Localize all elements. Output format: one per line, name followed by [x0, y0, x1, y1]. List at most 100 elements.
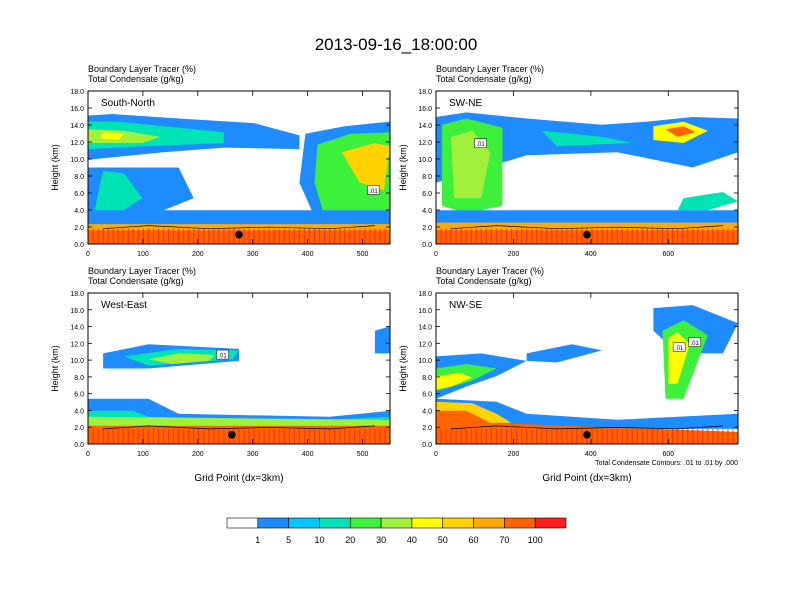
colorbar: 1 5 10 20 30 40 50 60 70 100	[226, 517, 567, 545]
y-tick-label: 16.0	[418, 106, 432, 113]
location-marker	[583, 230, 591, 239]
y-tick-label: 2.0	[74, 225, 84, 232]
x-tick-label: 400	[302, 251, 314, 258]
tracer-field-region	[148, 353, 215, 364]
colorbar-swatch	[442, 517, 474, 529]
condensate-contour	[103, 225, 375, 230]
x-tick-label: 100	[137, 451, 149, 458]
y-tick-label: 10.0	[418, 358, 432, 365]
y-tick-label: 8.0	[422, 174, 432, 181]
panel-label: West-East	[101, 300, 147, 311]
y-tick-label: 6.0	[422, 392, 432, 399]
panel-subtitle-line1: Boundary Layer Tracer (%)	[436, 266, 544, 276]
colorbar-label: 10	[314, 535, 324, 545]
x-tick-label: 0	[434, 251, 438, 258]
x-tick-label: 500	[357, 451, 369, 458]
contour-label-box	[474, 138, 487, 148]
figure-title: 2013-09-16_18:00:00	[315, 35, 478, 54]
contour-label: .01	[369, 189, 378, 195]
colorbar-label: 20	[345, 535, 355, 545]
tracer-field-region	[341, 143, 390, 191]
colorbar-label: 30	[376, 535, 386, 545]
colorbar-label: 5	[286, 535, 291, 545]
x-tick-label: 200	[508, 451, 520, 458]
colorbar-label: 100	[528, 535, 543, 545]
y-tick-label: 6.0	[74, 392, 84, 399]
chart-panel-0: Boundary Layer Tracer (%)Total Condensat…	[50, 64, 391, 258]
contour-label: .01	[476, 142, 485, 148]
y-tick-label: 0.0	[422, 442, 432, 449]
contour-label: .01	[218, 354, 227, 360]
y-tick-label: 16.0	[70, 106, 84, 113]
field-layer	[436, 112, 738, 244]
y-tick-label: 0.0	[74, 442, 84, 449]
x-tick-label: 400	[302, 451, 314, 458]
plot-frame	[87, 292, 391, 445]
panel-subtitle-line2: Total Condensate (g/kg)	[88, 74, 184, 84]
x-tick-label: 300	[247, 251, 259, 258]
y-tick-label: 16.0	[70, 308, 84, 315]
colorbar-swatch	[288, 517, 320, 529]
y-tick-label: 2.0	[422, 425, 432, 432]
plot-frame	[87, 90, 391, 245]
tracer-field-region	[88, 224, 390, 231]
x-tick-label: 100	[137, 251, 149, 258]
contour-label-box	[367, 185, 380, 195]
y-axis-label: Height (km)	[398, 345, 408, 392]
x-axis-label: Grid Point (dx=3km)	[194, 473, 283, 484]
location-marker	[235, 230, 243, 239]
panels: Boundary Layer Tracer (%)Total Condensat…	[50, 64, 739, 484]
plot-frame	[435, 292, 739, 445]
panel-subtitle-line2: Total Condensate (g/kg)	[436, 276, 532, 286]
y-tick-label: 4.0	[422, 208, 432, 215]
chart-panel-2: Boundary Layer Tracer (%)Total Condensat…	[50, 266, 391, 484]
contour-label-box	[672, 342, 686, 352]
x-tick-label: 0	[86, 451, 90, 458]
y-tick-label: 2.0	[74, 425, 84, 432]
colorbar-label: 50	[438, 535, 448, 545]
colorbar-label: 1	[255, 535, 260, 545]
field-layer	[88, 326, 390, 444]
y-tick-label: 8.0	[74, 375, 84, 382]
colorbar-swatch	[349, 517, 382, 529]
panel-label: South-North	[101, 98, 155, 109]
colorbar-label: 40	[407, 535, 417, 545]
y-tick-label: 18.0	[70, 89, 84, 96]
x-tick-label: 500	[357, 251, 369, 258]
y-tick-label: 6.0	[74, 191, 84, 198]
y-tick-label: 18.0	[418, 291, 432, 298]
y-tick-label: 12.0	[70, 140, 84, 147]
panel-subtitle-line1: Boundary Layer Tracer (%)	[436, 64, 544, 74]
panel-label: NW-SE	[449, 300, 482, 311]
field-layer	[88, 114, 390, 244]
contour-label-box	[216, 349, 229, 360]
condensate-contour	[103, 425, 375, 430]
x-tick-label: 600	[662, 251, 674, 258]
y-axis-label: Height (km)	[398, 144, 408, 191]
y-tick-label: 18.0	[70, 291, 84, 298]
contour-label-box	[688, 337, 701, 347]
tracer-field-region	[436, 398, 738, 429]
colorbar-swatch	[411, 517, 444, 529]
tracer-field-region	[374, 326, 390, 354]
tracer-field-region	[526, 344, 603, 363]
y-tick-label: 10.0	[70, 157, 84, 164]
panel-subtitle-line1: Boundary Layer Tracer (%)	[88, 64, 196, 74]
tracer-field-region	[665, 126, 696, 137]
colorbar-label: 60	[469, 535, 479, 545]
y-tick-label: 6.0	[422, 191, 432, 198]
colorbar-swatch	[319, 517, 351, 529]
y-tick-label: 4.0	[74, 408, 84, 415]
y-tick-label: 12.0	[70, 341, 84, 348]
plot-frame	[435, 90, 739, 245]
chart-panel-3: Boundary Layer Tracer (%)Total Condensat…	[398, 266, 739, 484]
colorbar-swatch	[257, 517, 289, 529]
colorbar-swatch	[226, 517, 259, 529]
colorbar-swatch	[380, 517, 413, 529]
y-axis-label: Height (km)	[50, 144, 60, 191]
y-tick-label: 0.0	[74, 242, 84, 249]
colorbar-label: 70	[499, 535, 509, 545]
y-tick-label: 8.0	[74, 174, 84, 181]
y-tick-label: 0.0	[422, 242, 432, 249]
location-marker	[583, 430, 591, 439]
